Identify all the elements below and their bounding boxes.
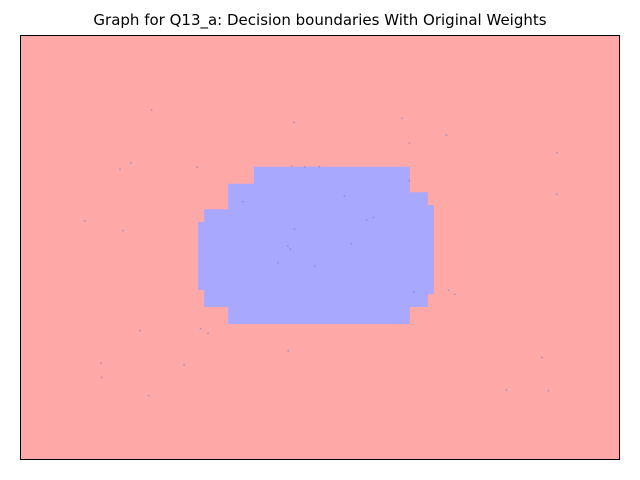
sample-point xyxy=(453,293,456,296)
sample-point xyxy=(400,117,403,120)
sample-point xyxy=(150,109,153,112)
sample-point xyxy=(372,216,375,219)
sample-point xyxy=(199,327,202,330)
sample-point xyxy=(408,142,411,145)
sample-point xyxy=(289,248,292,251)
sample-point xyxy=(290,164,293,167)
sample-point xyxy=(350,242,353,245)
sample-point xyxy=(365,219,368,222)
sample-point xyxy=(121,229,124,232)
sample-point xyxy=(547,389,550,392)
sample-point xyxy=(408,179,411,182)
sample-point xyxy=(556,151,558,154)
sample-point xyxy=(83,219,86,222)
sample-point xyxy=(100,376,103,379)
sample-point xyxy=(206,332,209,335)
sample-point xyxy=(119,168,121,171)
sample-point xyxy=(99,362,102,365)
sample-point xyxy=(277,261,279,264)
sample-point xyxy=(303,166,306,168)
sample-point xyxy=(147,394,150,397)
sample-point xyxy=(293,228,296,230)
sample-point xyxy=(447,289,450,292)
sample-point xyxy=(286,245,289,248)
axes-frame xyxy=(20,35,620,460)
sample-point xyxy=(129,162,132,165)
sample-point xyxy=(413,291,416,294)
sample-point xyxy=(318,165,321,168)
sample-point xyxy=(555,193,558,196)
sample-point xyxy=(505,389,508,392)
sample-point xyxy=(293,121,296,124)
sample-point xyxy=(138,329,141,332)
sample-point xyxy=(541,356,543,359)
sample-point xyxy=(287,349,290,352)
sample-point xyxy=(241,200,244,203)
sample-point xyxy=(445,134,448,137)
sample-point xyxy=(196,166,199,169)
chart-title: Graph for Q13_a: Decision boundaries Wit… xyxy=(93,11,547,29)
sample-point xyxy=(343,194,346,197)
class-1-region xyxy=(198,166,434,324)
sample-point xyxy=(314,265,316,267)
sample-point xyxy=(183,363,186,366)
